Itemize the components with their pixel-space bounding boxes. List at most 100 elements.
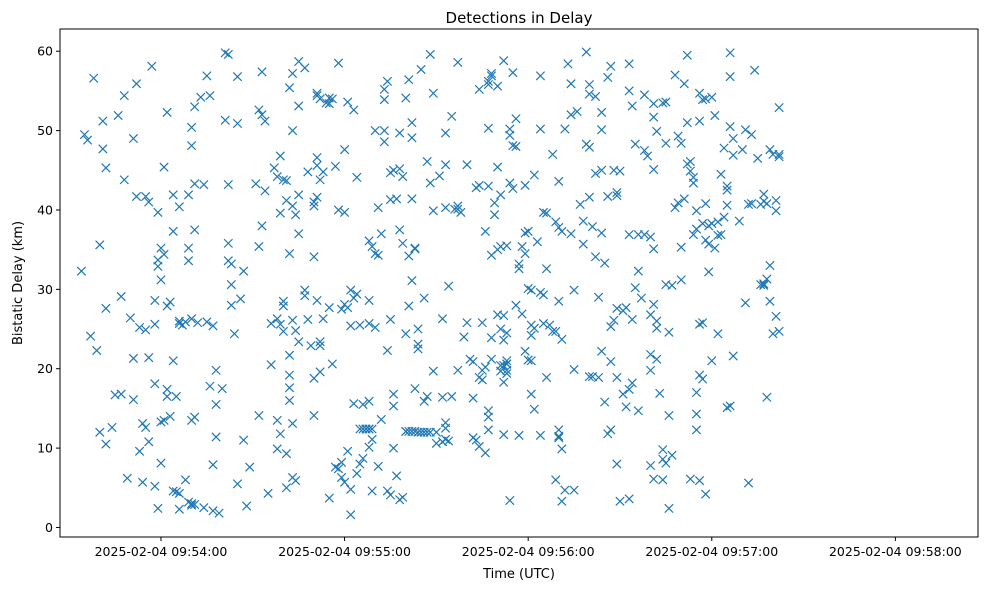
data-point bbox=[557, 496, 567, 506]
data-point bbox=[486, 71, 497, 81]
data-point bbox=[652, 126, 662, 137]
data-point bbox=[395, 164, 405, 174]
data-point bbox=[566, 110, 576, 120]
data-point bbox=[373, 202, 383, 213]
data-point bbox=[560, 124, 570, 134]
data-point bbox=[514, 264, 524, 274]
data-point bbox=[759, 189, 769, 199]
data-point bbox=[511, 300, 521, 310]
data-point bbox=[701, 199, 711, 209]
data-point bbox=[505, 130, 515, 140]
data-point bbox=[557, 226, 567, 237]
data-point bbox=[290, 476, 301, 486]
data-point bbox=[275, 151, 285, 161]
data-point bbox=[645, 460, 656, 471]
data-point bbox=[713, 329, 723, 339]
data-point bbox=[254, 241, 264, 252]
data-point bbox=[339, 145, 350, 155]
data-point bbox=[324, 302, 334, 313]
data-point bbox=[370, 125, 380, 136]
data-point bbox=[367, 486, 377, 496]
data-point bbox=[707, 92, 717, 102]
data-point bbox=[122, 473, 132, 483]
data-point bbox=[119, 91, 129, 101]
data-point bbox=[284, 249, 295, 259]
data-point bbox=[734, 216, 744, 226]
data-point bbox=[489, 198, 500, 208]
data-point bbox=[771, 311, 781, 321]
data-point bbox=[208, 321, 218, 331]
data-point bbox=[627, 314, 637, 325]
data-point bbox=[202, 71, 212, 81]
data-point bbox=[765, 260, 775, 271]
data-point bbox=[410, 243, 420, 253]
data-point bbox=[526, 389, 536, 399]
data-point bbox=[214, 508, 224, 518]
data-point bbox=[309, 197, 319, 207]
data-point bbox=[765, 296, 775, 306]
data-point bbox=[303, 167, 313, 177]
data-point bbox=[499, 56, 509, 66]
data-point bbox=[413, 344, 423, 354]
data-point bbox=[407, 275, 417, 286]
data-point bbox=[771, 206, 781, 216]
data-point bbox=[440, 202, 451, 213]
data-point bbox=[584, 142, 595, 152]
data-point bbox=[443, 436, 454, 446]
data-point bbox=[762, 199, 772, 209]
data-point bbox=[431, 438, 442, 448]
data-point bbox=[639, 229, 650, 240]
data-point bbox=[474, 180, 484, 190]
data-point bbox=[257, 67, 267, 77]
data-point bbox=[612, 187, 622, 198]
data-point bbox=[477, 375, 487, 385]
data-point bbox=[676, 138, 686, 148]
data-point bbox=[422, 156, 432, 167]
data-point bbox=[639, 90, 650, 100]
data-point bbox=[425, 178, 435, 188]
data-point bbox=[492, 162, 503, 172]
y-tick-label: 20 bbox=[37, 361, 53, 376]
data-point bbox=[486, 354, 497, 364]
data-point bbox=[685, 474, 695, 484]
data-point bbox=[309, 252, 319, 262]
data-point bbox=[398, 172, 408, 182]
data-point bbox=[281, 449, 292, 459]
data-point bbox=[159, 249, 169, 260]
chart-title: Detections in Delay bbox=[446, 9, 593, 27]
data-point bbox=[440, 434, 451, 444]
data-point bbox=[596, 107, 607, 117]
data-point bbox=[134, 322, 145, 333]
data-point bbox=[278, 175, 289, 185]
data-point bbox=[382, 345, 393, 356]
data-point bbox=[128, 353, 139, 364]
data-point bbox=[284, 350, 295, 360]
data-point bbox=[379, 137, 389, 147]
data-point bbox=[388, 401, 399, 411]
data-point bbox=[306, 341, 316, 351]
data-point bbox=[652, 316, 662, 326]
data-point bbox=[186, 122, 197, 133]
data-point bbox=[398, 492, 408, 502]
data-point bbox=[557, 334, 567, 344]
data-point bbox=[502, 359, 512, 369]
data-point bbox=[419, 293, 429, 303]
data-point bbox=[144, 352, 154, 363]
data-point bbox=[333, 464, 344, 474]
data-point bbox=[165, 411, 175, 421]
data-point bbox=[263, 488, 273, 498]
data-point bbox=[529, 404, 539, 414]
data-point bbox=[468, 393, 478, 403]
data-point bbox=[150, 379, 160, 389]
data-point bbox=[134, 446, 145, 456]
data-point bbox=[89, 73, 99, 83]
data-point bbox=[722, 185, 732, 195]
data-point bbox=[691, 387, 702, 398]
data-point bbox=[229, 329, 240, 339]
data-point bbox=[496, 324, 506, 334]
data-point bbox=[156, 275, 166, 285]
data-point bbox=[287, 315, 298, 325]
data-point bbox=[743, 478, 754, 488]
data-point bbox=[774, 152, 784, 162]
data-point bbox=[425, 49, 435, 60]
